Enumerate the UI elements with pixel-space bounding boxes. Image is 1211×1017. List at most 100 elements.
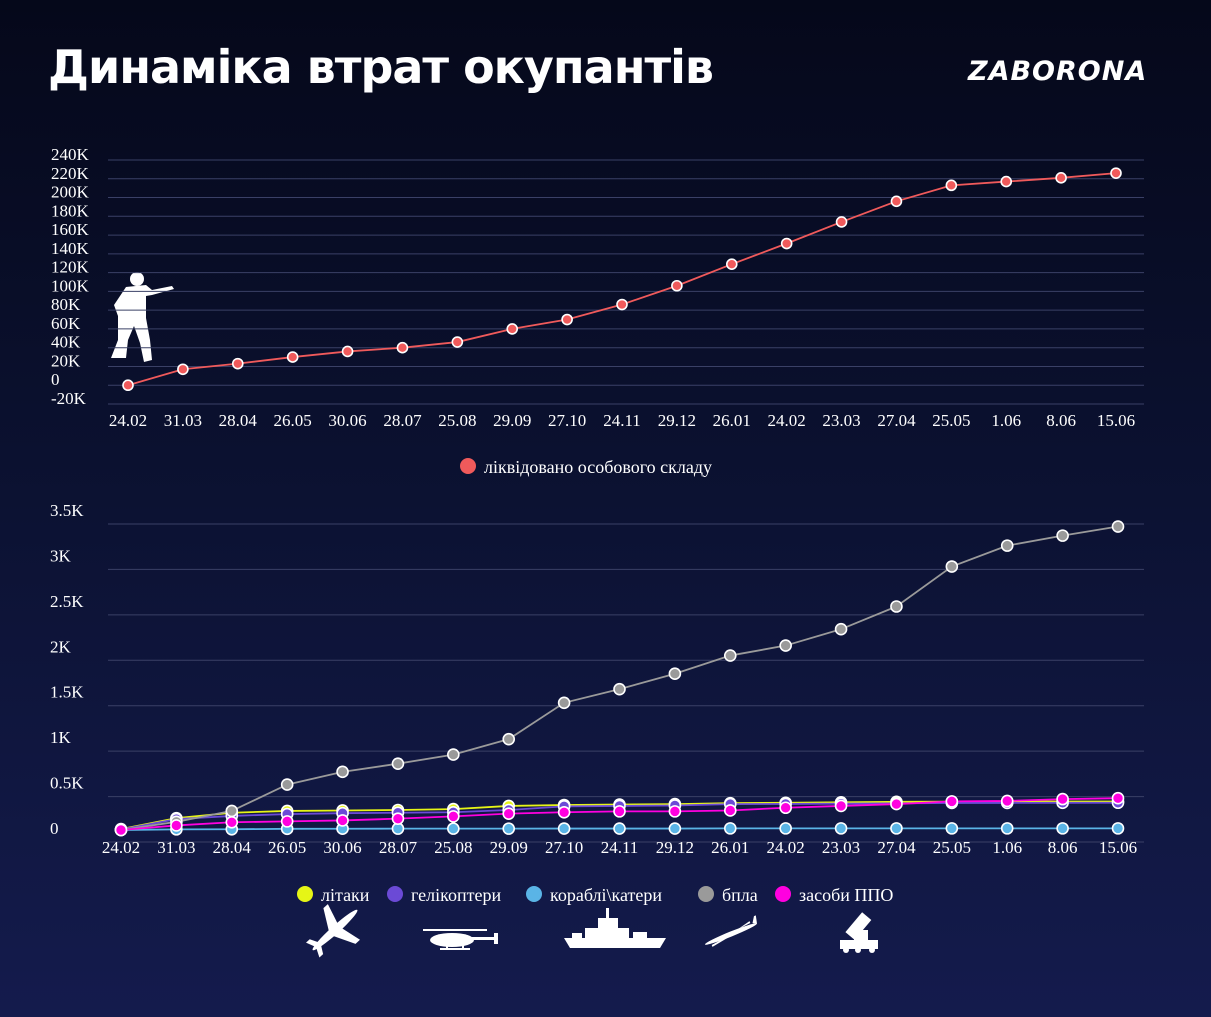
x-tick-label: 15.06: [1097, 411, 1135, 430]
data-point: [396, 341, 409, 354]
y-tick-label: 2K: [50, 637, 72, 656]
data-point: [834, 822, 848, 835]
x-tick-label: 1.06: [992, 838, 1022, 857]
legend-item: літаки: [297, 885, 370, 905]
y-tick-label: 40K: [51, 333, 81, 352]
y-tick-label: 3.5K: [50, 501, 84, 520]
x-tick-label: 29.09: [493, 411, 531, 430]
x-tick-label: 1.06: [991, 411, 1021, 430]
legend-marker: [297, 886, 313, 902]
data-point: [557, 822, 571, 835]
data-point: [890, 797, 903, 811]
x-tick-label: 15.06: [1099, 838, 1137, 857]
legend-marker: [698, 886, 714, 902]
data-point: [723, 822, 737, 835]
legend-label: бпла: [722, 885, 758, 905]
y-tick-label: 1.5K: [50, 683, 84, 702]
data-point: [280, 815, 294, 828]
data-point: [114, 823, 128, 837]
data-point: [231, 357, 244, 370]
x-tick-label: 29.12: [658, 411, 696, 430]
y-tick-label: -20K: [51, 389, 87, 408]
data-point: [502, 822, 516, 835]
data-point: [122, 379, 134, 392]
data-point: [1111, 791, 1125, 805]
data-point: [834, 799, 848, 813]
y-tick-label: 180K: [51, 201, 90, 220]
warship-icon: [564, 908, 666, 948]
x-tick-label: 24.02: [109, 411, 147, 430]
data-point: [341, 345, 354, 358]
y-tick-label: 3K: [50, 546, 72, 565]
x-tick-label: 27.10: [545, 838, 583, 857]
helicopter-icon: [423, 929, 498, 950]
x-tick-label: 26.05: [268, 838, 306, 857]
x-tick-label: 31.03: [157, 838, 195, 857]
x-tick-label: 27.04: [877, 838, 916, 857]
data-point: [779, 822, 792, 835]
chart-2: 0 0.5K 1K 1.5K 2K 2.5K 3K 3.5K 24.02 31.03 28.04 26…: [50, 501, 1144, 905]
data-point: [502, 807, 516, 820]
y-tick-label: 140K: [51, 239, 90, 258]
data-point: [613, 682, 626, 696]
data-point: [945, 560, 959, 573]
data-point: [170, 819, 183, 832]
brand-logo: ZABORONA: [968, 56, 1148, 87]
data-point: [561, 313, 573, 326]
data-point: [890, 822, 903, 835]
data-point: [1056, 822, 1069, 835]
data-point: [280, 778, 294, 791]
x-tick-label: 27.04: [877, 411, 916, 430]
legend-item: гелікоптери: [387, 885, 501, 905]
legend-label: кораблі\катери: [550, 885, 662, 905]
legend-marker: [775, 886, 791, 902]
x-tick-label: 23.03: [822, 411, 860, 430]
x-tick-label: 28.07: [379, 838, 418, 857]
legend-marker: [387, 886, 403, 902]
x-tick-label: 31.03: [164, 411, 202, 430]
data-point: [834, 622, 848, 636]
series-5: [114, 791, 1125, 837]
series-line: [120, 525, 1119, 831]
y-tick-label: 200K: [51, 183, 90, 202]
legend-label: гелікоптери: [411, 885, 501, 905]
x-tick-label: 24.11: [601, 838, 639, 857]
data-point: [779, 639, 792, 652]
x-tick-label: 24.11: [603, 411, 641, 430]
y-tick-label: 0: [51, 370, 60, 389]
data-point: [668, 667, 682, 681]
data-point: [723, 649, 737, 662]
series-1: [122, 167, 1122, 392]
data-point: [723, 804, 737, 817]
x-tick-label: 23.03: [822, 838, 860, 857]
x-tick-label: 8.06: [1046, 411, 1076, 430]
data-point: [616, 298, 628, 311]
x-tick-label: 25.05: [933, 838, 971, 857]
page-title: Динаміка втрат окупантів: [48, 40, 714, 94]
data-point: [835, 216, 848, 228]
data-point: [890, 195, 903, 208]
legend-label: засоби ППО: [799, 885, 893, 905]
data-point: [447, 748, 460, 761]
x-tick-label: 25.08: [434, 838, 472, 857]
series-4: [114, 520, 1125, 837]
data-point: [1110, 167, 1122, 179]
data-point: [1000, 794, 1014, 808]
data-point: [502, 732, 516, 746]
x-tick-label: 30.06: [328, 411, 366, 430]
x-tick-label: 25.05: [932, 411, 970, 430]
legend-label: літаки: [321, 885, 370, 905]
x-tick-label: 24.02: [767, 838, 805, 857]
x-tick-label: 30.06: [323, 838, 361, 857]
data-point: [1000, 822, 1014, 835]
data-point: [1055, 172, 1067, 184]
data-point: [668, 805, 682, 818]
y-tick-label: 0: [50, 819, 59, 838]
x-tick-label: 28.04: [213, 838, 252, 857]
data-point: [447, 810, 460, 823]
data-point: [557, 696, 571, 710]
x-tick-label: 24.02: [102, 838, 140, 857]
y-tick-label: 100K: [51, 276, 90, 295]
legend-item: кораблі\катери: [526, 885, 662, 905]
series-3: [114, 822, 1125, 837]
